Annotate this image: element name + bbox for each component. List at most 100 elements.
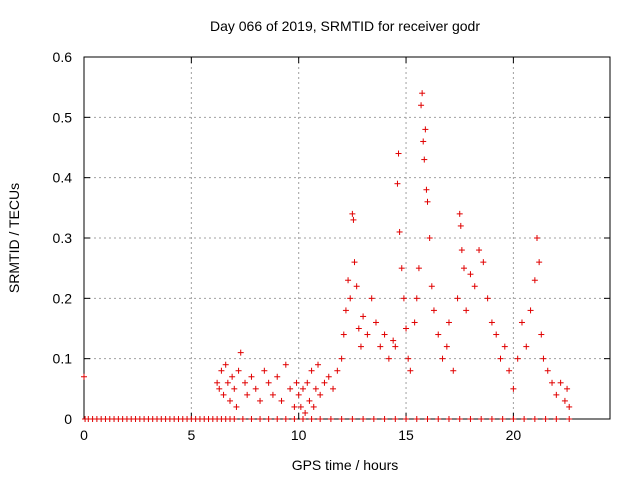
data-point bbox=[531, 277, 538, 284]
data-point bbox=[347, 295, 354, 302]
data-point bbox=[360, 313, 367, 320]
data-point bbox=[381, 416, 388, 422]
data-point bbox=[540, 355, 547, 362]
data-point bbox=[445, 416, 452, 422]
data-point bbox=[476, 247, 483, 254]
data-point bbox=[377, 343, 384, 350]
data-point bbox=[542, 416, 549, 422]
y-tick-label: 0.1 bbox=[53, 351, 73, 367]
data-point bbox=[291, 416, 298, 422]
data-point bbox=[531, 416, 538, 422]
data-point bbox=[422, 126, 429, 133]
data-point bbox=[527, 307, 534, 314]
data-point bbox=[321, 379, 328, 386]
data-point bbox=[454, 295, 461, 302]
data-point bbox=[497, 355, 504, 362]
data-point bbox=[518, 319, 525, 326]
data-point bbox=[394, 180, 401, 187]
data-point bbox=[81, 373, 87, 380]
data-point bbox=[499, 416, 506, 422]
data-point bbox=[265, 379, 272, 386]
data-point bbox=[471, 283, 478, 290]
data-point bbox=[252, 385, 259, 392]
data-point bbox=[424, 416, 431, 422]
data-points bbox=[81, 90, 573, 422]
data-point bbox=[385, 355, 392, 362]
data-point bbox=[405, 355, 412, 362]
data-point bbox=[413, 295, 420, 302]
data-point bbox=[488, 319, 495, 326]
data-point bbox=[458, 247, 465, 254]
data-point bbox=[224, 379, 231, 386]
data-point bbox=[302, 409, 309, 416]
data-point bbox=[566, 403, 573, 410]
data-point bbox=[456, 416, 463, 422]
y-tick-label: 0.4 bbox=[53, 170, 73, 186]
data-point bbox=[514, 355, 521, 362]
data-point bbox=[287, 385, 294, 392]
data-point bbox=[561, 397, 568, 404]
data-point bbox=[351, 259, 358, 266]
data-point bbox=[338, 355, 345, 362]
data-point bbox=[480, 259, 487, 266]
plot-frame bbox=[83, 56, 611, 420]
data-point bbox=[274, 373, 281, 380]
data-point bbox=[403, 325, 410, 332]
y-tick-label: 0.6 bbox=[53, 49, 73, 65]
data-point bbox=[239, 416, 246, 422]
x-tick-label: 10 bbox=[291, 427, 307, 443]
data-point bbox=[342, 307, 349, 314]
data-point bbox=[278, 397, 285, 404]
data-point bbox=[317, 416, 324, 422]
data-point bbox=[421, 156, 428, 163]
data-point bbox=[463, 307, 470, 314]
data-point bbox=[534, 235, 541, 241]
data-point bbox=[244, 391, 251, 398]
data-point bbox=[299, 416, 306, 422]
data-point bbox=[510, 416, 517, 422]
data-point bbox=[395, 150, 402, 157]
x-tick-label: 5 bbox=[187, 427, 195, 443]
data-point bbox=[353, 283, 360, 290]
data-point bbox=[237, 349, 244, 356]
data-point bbox=[392, 343, 399, 350]
data-point bbox=[413, 416, 420, 422]
x-axis-label: GPS time / hours bbox=[292, 457, 399, 473]
data-point bbox=[461, 265, 468, 272]
data-point bbox=[293, 379, 300, 386]
data-point bbox=[248, 373, 255, 380]
data-point bbox=[564, 385, 571, 392]
data-point bbox=[304, 379, 311, 386]
data-point bbox=[220, 391, 227, 398]
data-point bbox=[523, 343, 530, 350]
data-point bbox=[450, 367, 457, 374]
data-point bbox=[424, 198, 431, 205]
x-tick-label: 0 bbox=[80, 427, 88, 443]
data-point bbox=[557, 379, 564, 386]
data-point bbox=[325, 373, 332, 380]
data-point bbox=[488, 416, 495, 422]
data-point bbox=[312, 385, 319, 392]
data-point bbox=[549, 379, 556, 386]
data-point bbox=[510, 385, 517, 392]
data-point bbox=[360, 416, 367, 422]
tick-labels: 0 5 10 15 20 0 0.1 0.2 0.3 0.4 0.5 0.6 bbox=[53, 49, 522, 443]
data-point bbox=[368, 295, 375, 302]
data-point bbox=[398, 265, 405, 272]
data-point bbox=[265, 416, 272, 422]
data-point bbox=[423, 186, 430, 193]
data-point bbox=[308, 367, 315, 374]
data-point bbox=[544, 367, 551, 374]
data-point bbox=[233, 403, 240, 410]
data-point bbox=[345, 277, 352, 284]
data-point bbox=[327, 416, 334, 422]
y-tick-label: 0 bbox=[64, 411, 72, 427]
chart-title: Day 066 of 2019, SRMTID for receiver god… bbox=[210, 18, 480, 34]
data-point bbox=[390, 337, 397, 344]
y-tick-label: 0.3 bbox=[53, 230, 73, 246]
data-point bbox=[566, 416, 573, 422]
data-point bbox=[299, 385, 306, 392]
data-point bbox=[372, 319, 379, 326]
data-point bbox=[349, 416, 356, 422]
data-point bbox=[357, 343, 364, 350]
